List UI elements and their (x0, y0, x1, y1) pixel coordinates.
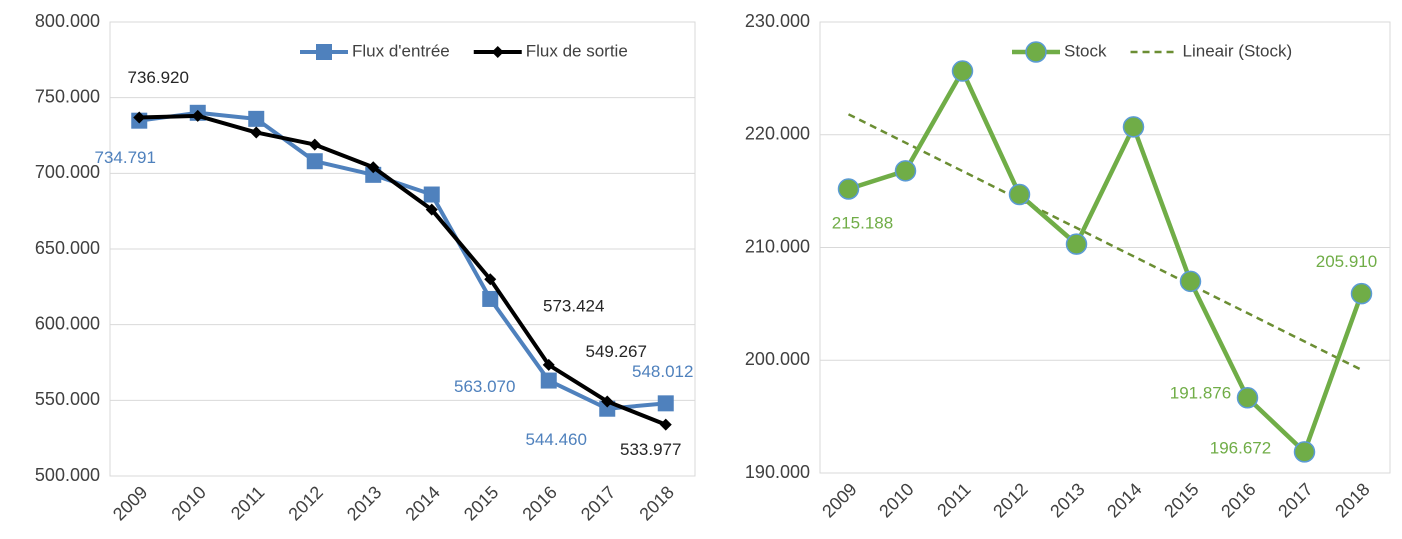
marker (316, 44, 332, 60)
marker (951, 60, 974, 82)
marker (1065, 233, 1088, 255)
x-tick-label: 2013 (1046, 479, 1088, 521)
x-tick-label: 2012 (284, 482, 326, 524)
marker (423, 186, 440, 203)
legend-label: Flux d'entrée (352, 41, 450, 60)
plot-border (109, 21, 696, 477)
marker (1008, 183, 1031, 206)
y-tick-label: 550.000 (35, 389, 100, 409)
x-tick-label: 2014 (401, 482, 443, 524)
marker (484, 273, 497, 286)
marker (837, 178, 860, 200)
series-line (139, 113, 667, 427)
x-tick-label: 2017 (577, 482, 619, 524)
data-label: 573.424 (543, 296, 604, 315)
marker (894, 160, 917, 182)
x-tick-label: 2015 (1160, 479, 1202, 521)
y-tick-label: 600.000 (35, 313, 100, 333)
x-tick-label: 2012 (989, 479, 1031, 521)
x-tick-label: 2016 (518, 482, 560, 524)
marker (1350, 282, 1373, 305)
marker (250, 126, 263, 139)
marker (306, 153, 323, 170)
y-tick-label: 230.000 (745, 11, 810, 31)
marker (482, 290, 499, 307)
series-line (847, 68, 1364, 455)
x-tick-label: 2013 (343, 482, 385, 524)
trendline (847, 113, 1363, 371)
data-label: 191.876 (1170, 383, 1231, 402)
marker (248, 110, 265, 127)
x-tick-label: 2009 (109, 482, 151, 524)
marker (367, 161, 380, 174)
plot-border (819, 21, 1391, 474)
marker (491, 46, 504, 58)
legend-label: Stock (1064, 41, 1107, 60)
marker (1122, 116, 1145, 138)
marker (1179, 270, 1202, 293)
x-tick-label: 2017 (1274, 479, 1316, 521)
marker (133, 111, 146, 124)
y-tick-label: 800.000 (35, 11, 100, 31)
x-tick-label: 2016 (1217, 479, 1259, 521)
marker (601, 395, 614, 408)
data-label: 196.672 (1210, 438, 1271, 457)
data-label: 544.460 (526, 430, 587, 449)
x-tick-label: 2018 (635, 482, 677, 524)
data-label: 548.012 (632, 362, 693, 381)
x-tick-label: 2009 (818, 479, 860, 521)
x-tick-label: 2018 (1331, 479, 1373, 521)
marker (308, 138, 321, 151)
legend-label: Lineair (Stock) (1183, 41, 1293, 60)
data-label: 734.791 (95, 148, 156, 167)
marker (659, 418, 672, 431)
x-tick-label: 2014 (1103, 479, 1145, 521)
marker (191, 109, 204, 122)
y-tick-label: 220.000 (745, 124, 810, 144)
marker (657, 395, 674, 412)
y-tick-label: 700.000 (35, 162, 100, 182)
data-label: 533.977 (620, 440, 681, 459)
data-label: 549.267 (586, 342, 647, 361)
marker (1025, 41, 1047, 63)
y-tick-label: 500.000 (35, 465, 100, 485)
x-tick-label: 2011 (227, 482, 269, 524)
data-label: 563.070 (454, 377, 515, 396)
x-tick-label: 2010 (875, 479, 917, 521)
data-label: 205.910 (1316, 252, 1377, 271)
y-tick-label: 210.000 (745, 236, 810, 256)
marker (540, 372, 557, 389)
y-tick-label: 750.000 (35, 86, 100, 106)
marker (1293, 441, 1316, 463)
marker (542, 358, 555, 371)
marker (1236, 387, 1259, 409)
x-tick-label: 2010 (167, 482, 209, 524)
marker (425, 203, 438, 216)
y-tick-label: 200.000 (745, 349, 810, 369)
y-tick-label: 190.000 (745, 462, 810, 482)
data-label: 215.188 (832, 213, 893, 232)
x-tick-label: 2011 (933, 479, 975, 521)
series-line (138, 110, 666, 411)
data-label: 736.920 (128, 68, 189, 87)
x-tick-label: 2015 (460, 482, 502, 524)
y-tick-label: 650.000 (35, 238, 100, 258)
legend-label: Flux de sortie (526, 41, 628, 60)
